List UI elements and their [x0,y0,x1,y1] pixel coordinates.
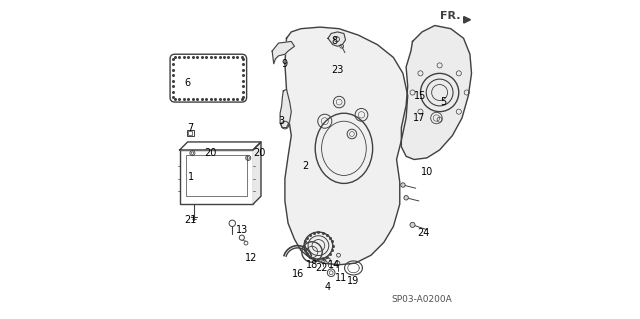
Polygon shape [285,27,408,265]
Text: 24: 24 [417,228,430,238]
Bar [186,155,246,196]
Text: 2: 2 [303,161,308,171]
Text: 17: 17 [413,113,425,123]
Text: 7: 7 [188,122,194,133]
Polygon shape [253,142,261,204]
Text: 5: 5 [440,97,446,107]
Text: 15: 15 [414,91,427,101]
Text: 9: 9 [282,59,288,69]
Text: 21: 21 [184,215,197,225]
Polygon shape [272,41,294,64]
Polygon shape [328,32,346,46]
Text: 6: 6 [184,78,191,88]
Text: 13: 13 [236,225,248,235]
Text: 12: 12 [245,253,258,263]
Text: 22: 22 [316,263,328,273]
Text: 11: 11 [335,272,347,283]
Text: 20: 20 [204,148,216,158]
Text: FR.: FR. [440,11,461,21]
Text: 4: 4 [325,282,331,292]
Circle shape [410,222,415,227]
Text: 10: 10 [420,167,433,177]
Bar [188,131,193,135]
Text: SP03-A0200A: SP03-A0200A [392,295,452,304]
Text: 18: 18 [306,260,318,270]
Text: 1: 1 [188,172,194,182]
Bar [180,150,253,204]
Polygon shape [180,142,261,150]
Text: 20: 20 [253,148,266,158]
Circle shape [401,183,405,187]
Polygon shape [280,89,291,128]
Text: 14: 14 [328,260,340,270]
Text: 23: 23 [332,65,344,75]
Bar [187,130,194,136]
Text: 19: 19 [348,276,360,286]
Text: 8: 8 [332,36,337,47]
Text: 16: 16 [292,269,304,279]
Polygon shape [401,26,472,160]
Circle shape [404,196,408,200]
Text: 3: 3 [278,116,285,126]
